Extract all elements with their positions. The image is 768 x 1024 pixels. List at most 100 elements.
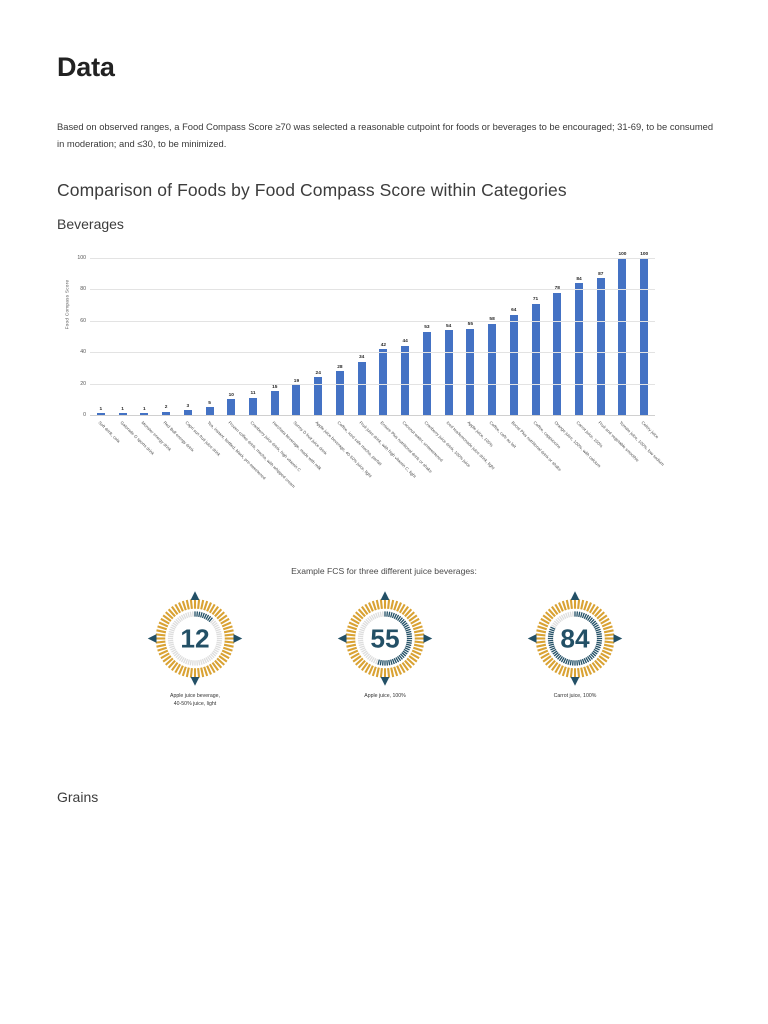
gauge-outer-tick xyxy=(223,629,234,634)
gauge-outer-tick xyxy=(413,629,424,634)
fcs-gauge-caption-line: Apple juice, 100% xyxy=(364,693,406,699)
gauge-outer-tick xyxy=(352,614,362,622)
chart-bar-value-label: 1 xyxy=(142,406,146,412)
chart-x-label-cell: Capri sun fruit juice drink xyxy=(177,418,221,528)
gauge-inner-tick-filled xyxy=(203,613,208,619)
gauge-outer-tick xyxy=(410,617,420,625)
gauge-inner-tick-filled xyxy=(588,654,593,660)
gauge-outer-tick xyxy=(551,661,559,671)
gauge-outer-tick xyxy=(603,643,614,648)
gauge-inner-tick-empty xyxy=(168,630,175,634)
gauge-inner-tick-empty xyxy=(178,615,183,621)
gauge-inner-tick-filled xyxy=(548,643,555,647)
gauge-outer-tick xyxy=(156,629,167,634)
gauge-inner-tick-empty xyxy=(173,620,179,625)
intro-paragraph: Based on observed ranges, a Food Compass… xyxy=(57,121,714,150)
gauge-outer-tick xyxy=(561,666,567,677)
gauge-outer-tick xyxy=(364,603,372,614)
compass-arrow-east-icon xyxy=(233,634,243,643)
chart-bar xyxy=(488,323,497,415)
chart-bar xyxy=(140,413,149,415)
chart-bar-value-label: 44 xyxy=(402,339,408,345)
gauge-outer-tick xyxy=(224,633,235,637)
gauge-inner-tick-filled xyxy=(200,612,203,618)
gauge-outer-tick xyxy=(160,617,170,625)
gauge-inner-tick-filled xyxy=(205,614,210,620)
gauge-outer-tick xyxy=(540,652,550,660)
chart-gridline xyxy=(90,258,655,259)
chart-bar-group: 53 xyxy=(416,258,438,415)
gauge-outer-tick xyxy=(223,643,234,648)
chart-bar-value-label: 100 xyxy=(640,251,649,257)
chart-plot-area: 1112351011151924283442445354555864717884… xyxy=(77,252,655,418)
gauge-outer-tick xyxy=(222,646,233,652)
chart-x-label-cell: Boost Plus nutritional drink or shake xyxy=(503,418,562,528)
gauge-outer-tick xyxy=(208,663,216,674)
chart-x-label-cell: Coffee, cafe au lait xyxy=(481,418,518,528)
chart-bar xyxy=(444,330,453,415)
gauge-inner-tick-empty xyxy=(359,645,365,649)
gauge-outer-tick xyxy=(357,608,366,618)
chart-bar-group: 100 xyxy=(633,252,655,415)
gauge-inner-tick-filled xyxy=(591,652,597,657)
gauge-outer-tick xyxy=(586,602,592,612)
gauge-inner-tick-filled xyxy=(592,650,598,655)
gauge-inner-tick-filled xyxy=(558,656,563,662)
gauge-inner-tick-filled xyxy=(553,652,559,657)
gauge-outer-tick xyxy=(216,611,225,620)
gauge-inner-tick-empty xyxy=(359,628,365,632)
gauge-outer-tick xyxy=(155,633,166,637)
section-heading: Comparison of Foods by Food Compass Scor… xyxy=(57,180,567,200)
gauge-inner-tick-empty xyxy=(358,643,365,647)
gauge-outer-tick xyxy=(185,667,190,678)
gauge-inner-tick-filled xyxy=(388,659,391,666)
compass-arrow-west-icon xyxy=(337,634,347,643)
gauge-inner-tick-filled xyxy=(395,614,400,620)
gauge-outer-tick xyxy=(357,659,366,669)
compass-arrow-north-icon xyxy=(380,591,390,600)
gauge-outer-tick xyxy=(178,665,184,675)
gauge-outer-tick xyxy=(577,667,581,678)
gauge-inner-tick-empty xyxy=(551,624,557,629)
gauge-outer-tick xyxy=(401,661,409,671)
gauge-outer-tick xyxy=(601,649,612,656)
gauge-inner-tick-filled xyxy=(549,645,555,649)
chart-x-label-cell: Carrot juice, 100% xyxy=(568,418,604,528)
gauge-outer-tick xyxy=(364,663,372,674)
gauge-outer-tick xyxy=(396,602,402,612)
gauge-outer-tick xyxy=(206,602,212,612)
chart-bar-value-label: 19 xyxy=(293,378,300,384)
gauge-inner-tick-empty xyxy=(203,658,208,664)
gauge-outer-tick xyxy=(565,599,570,610)
gauge-inner-tick-empty xyxy=(180,614,185,620)
gauge-outer-tick xyxy=(537,646,548,652)
gauge-outer-tick xyxy=(361,606,369,616)
chart-bar-value-label: 34 xyxy=(359,355,365,361)
fcs-gauge-caption: Apple juice, 100% xyxy=(364,693,406,701)
gauge-inner-tick-filled xyxy=(198,611,201,618)
gauge-inner-tick-empty xyxy=(215,645,221,649)
gauge-inner-tick-empty xyxy=(201,658,205,665)
gauge-inner-tick-filled xyxy=(208,617,213,623)
fcs-score-value: 55 xyxy=(370,623,399,653)
chart-bar-value-label: 58 xyxy=(489,317,494,322)
gauge-inner-tick-empty xyxy=(362,650,368,655)
fcs-gauge: 55 Apple juice, 100% xyxy=(310,586,460,709)
gauge-inner-tick-filled xyxy=(397,615,402,621)
gauge-outer-tick xyxy=(408,614,418,622)
gauge-inner-tick-filled xyxy=(402,622,408,627)
gauge-outer-tick xyxy=(411,621,422,628)
chart-x-label-cell: Gatorade G sports drink xyxy=(112,418,155,528)
gauge-inner-tick-empty xyxy=(172,650,178,655)
gauge-outer-tick xyxy=(540,617,550,625)
chart-bar-group: 24 xyxy=(307,258,329,415)
chart-bar xyxy=(162,411,171,415)
chart-bar-group: 34 xyxy=(351,258,373,415)
gauge-inner-tick-filled xyxy=(583,658,588,664)
gauge-outer-tick xyxy=(586,665,592,675)
chart-bar xyxy=(292,385,301,415)
gauge-outer-tick xyxy=(393,666,399,677)
gauge-inner-tick-filled xyxy=(404,647,410,651)
gauge-outer-tick xyxy=(208,603,216,614)
gauge-inner-tick-filled xyxy=(400,618,405,624)
